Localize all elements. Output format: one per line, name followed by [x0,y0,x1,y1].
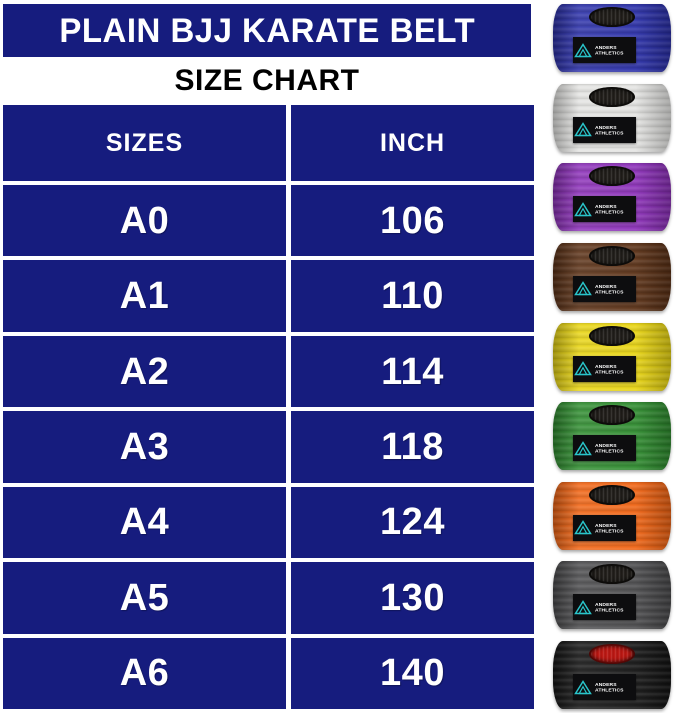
table-row: A2 114 [3,335,534,408]
triangle-logo-icon [574,42,592,57]
cell-size: A3 [3,411,286,483]
brand-line-2: ATHLETICS [595,687,624,693]
left-panel: PLAIN BJJ KARATE BELT SIZE CHART SIZES I… [3,0,536,713]
belt-coil-center [589,7,635,27]
belt-product-images: ANDERS ATHLETICS ANDERS ATHLETICS ANDERS ATHL… [545,0,679,713]
brand-line-1: ANDERS [595,44,617,50]
brand-line-1: ANDERS [595,203,617,210]
table-row: A0 106 [3,185,534,257]
belt-brand-label: ANDERS ATHLETICS [573,37,636,63]
brand-line-2: ATHLETICS [595,50,624,56]
cell-inch: 130 [291,562,534,634]
belt-brand-label: ANDERS ATHLETICS [573,594,636,621]
triangle-logo-icon [574,361,592,376]
belt-coil-center [589,564,635,585]
page-subtitle: SIZE CHART [174,64,360,97]
belt-coil-center [589,405,635,426]
cell-size: A4 [3,486,286,559]
belt-coil-center [589,484,635,505]
table-row: A3 118 [3,411,534,483]
cell-size: A2 [3,335,286,408]
black-belt: ANDERS ATHLETICS [553,641,671,709]
brand-line-2: ATHLETICS [595,527,624,534]
table-header-row: SIZES INCH [3,105,534,181]
table-row: A6 140 [3,637,534,709]
belt-brand-label: ANDERS ATHLETICS [573,355,636,382]
cell-inch: 114 [291,335,534,408]
subtitle-container: SIZE CHART [3,60,531,102]
belt-brand-label: ANDERS ATHLETICS [573,116,636,143]
belt-brand-text: ANDERS ATHLETICS [595,44,624,56]
brand-line-1: ANDERS [595,124,617,130]
belt-coil-center [589,166,635,187]
title-banner: PLAIN BJJ KARATE BELT [3,4,531,57]
belt-coil-center [589,245,635,266]
brand-line-1: ANDERS [595,362,617,369]
triangle-logo-icon [574,281,592,296]
brand-line-2: ATHLETICS [595,368,624,375]
brand-line-2: ATHLETICS [595,209,624,215]
orange-belt: ANDERS ATHLETICS [553,481,671,550]
belt-brand-label: ANDERS ATHLETICS [573,514,636,541]
triangle-logo-icon [574,122,592,137]
belt-brand-text: ANDERS ATHLETICS [595,442,624,454]
cell-size: A0 [3,185,286,257]
brand-line-1: ANDERS [595,283,617,289]
belt-brand-label: ANDERS ATHLETICS [573,275,636,302]
belt-brand-label: ANDERS ATHLETICS [573,674,636,700]
triangle-logo-icon [574,679,592,694]
cell-size: A6 [3,637,286,709]
grey-belt: ANDERS ATHLETICS [553,561,671,630]
cell-inch: 140 [291,637,534,709]
brand-line-2: ATHLETICS [595,129,624,136]
table-row: A4 124 [3,486,534,559]
belt-brand-text: ANDERS ATHLETICS [595,522,624,534]
belt-brand-label: ANDERS ATHLETICS [573,196,636,223]
brown-belt: ANDERS ATHLETICS [553,242,671,311]
white-belt: ANDERS ATHLETICS [553,83,671,152]
brand-line-1: ANDERS [595,442,617,449]
brand-line-1: ANDERS [595,681,617,687]
yellow-belt: ANDERS ATHLETICS [553,322,671,391]
blue-belt: ANDERS ATHLETICS [553,4,671,72]
belt-coil-center [589,644,635,664]
belt-brand-label: ANDERS ATHLETICS [573,435,636,462]
triangle-logo-icon [574,599,592,615]
brand-line-2: ATHLETICS [595,607,624,613]
brand-line-2: ATHLETICS [595,288,624,295]
belt-brand-text: ANDERS ATHLETICS [595,283,624,295]
size-table: SIZES INCH A0 106 A1 110 A2 114 A3 118 A… [3,105,534,709]
column-header-sizes: SIZES [3,105,286,181]
cell-inch: 124 [291,486,534,559]
brand-line-2: ATHLETICS [595,448,624,454]
cell-inch: 110 [291,260,534,332]
cell-size: A5 [3,562,286,634]
belt-coil-center [589,86,635,107]
column-header-inch: INCH [291,105,534,181]
purple-belt: ANDERS ATHLETICS [553,163,671,232]
triangle-logo-icon [574,440,592,455]
belt-brand-text: ANDERS ATHLETICS [595,601,624,613]
green-belt: ANDERS ATHLETICS [553,402,671,471]
belt-brand-text: ANDERS ATHLETICS [595,362,624,375]
triangle-logo-icon [574,520,592,535]
cell-inch: 106 [291,185,534,257]
belt-brand-text: ANDERS ATHLETICS [595,203,624,215]
cell-inch: 118 [291,411,534,483]
table-row: A5 130 [3,562,534,634]
belt-coil-center [589,325,635,346]
belt-brand-text: ANDERS ATHLETICS [595,681,624,693]
table-row: A1 110 [3,260,534,332]
page-title: PLAIN BJJ KARATE BELT [59,11,475,50]
belt-brand-text: ANDERS ATHLETICS [595,124,624,136]
brand-line-1: ANDERS [595,522,617,528]
triangle-logo-icon [574,201,592,216]
brand-line-1: ANDERS [595,601,617,608]
cell-size: A1 [3,260,286,332]
